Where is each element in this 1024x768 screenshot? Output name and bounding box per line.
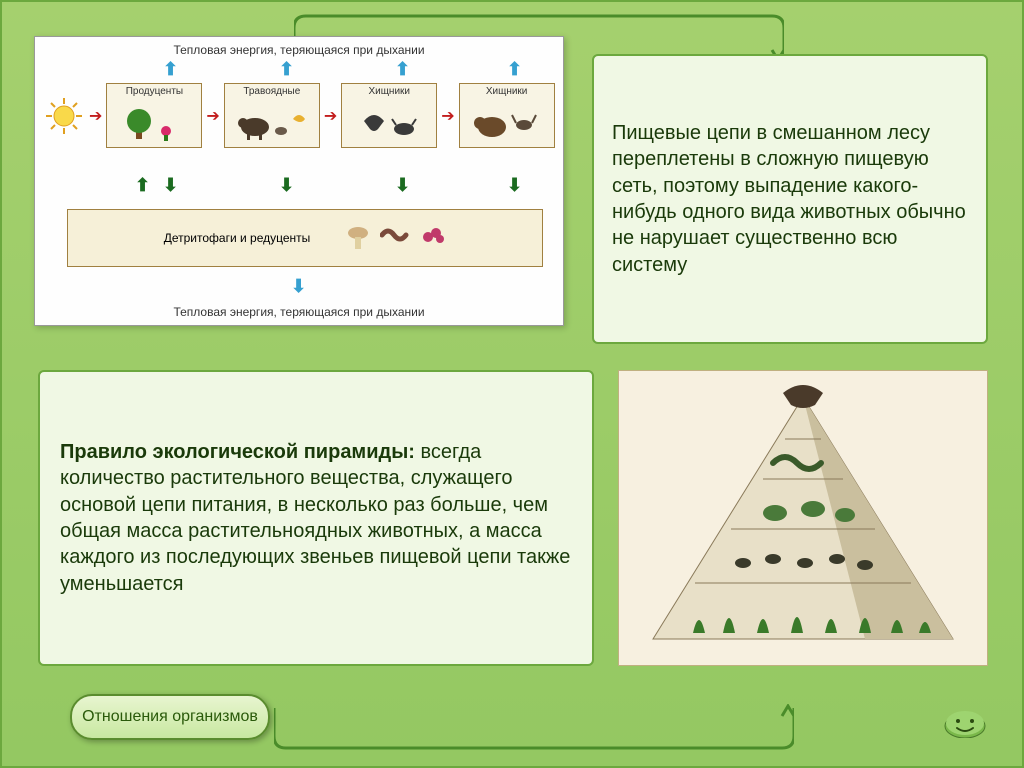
producers-node: Продуценты	[106, 83, 202, 148]
food-chain-diagram: Тепловая энергия, теряющаяся при дыхании…	[34, 36, 564, 326]
predators1-node: Хищники	[341, 83, 437, 148]
decomposer-arrow-icon: ⬇	[507, 175, 522, 196]
flow-arrow-icon: ➔	[324, 106, 337, 126]
pyramid-illustration	[633, 383, 973, 653]
connector-bottom	[274, 704, 794, 752]
flow-arrow-icon: ➔	[89, 106, 102, 126]
decomposer-arrow-icon: ⬇	[279, 175, 294, 196]
decomposer-arrow-icon: ⬇	[395, 175, 410, 196]
decomposer-arrow-icon: ⬇	[163, 175, 178, 196]
slide-page: Тепловая энергия, теряющаяся при дыхании…	[0, 0, 1024, 768]
node-label: Продуценты	[109, 86, 199, 97]
sun-icon	[43, 95, 85, 137]
pyramid-rule-text: Правило экологической пирамиды: всегда к…	[60, 439, 572, 597]
predators-icon	[344, 99, 434, 143]
ecological-pyramid-panel	[618, 370, 988, 666]
node-label: Травоядные	[227, 86, 317, 97]
decomposers-icons	[346, 225, 446, 251]
pyramid-rule-text-panel: Правило экологической пирамиды: всегда к…	[38, 370, 594, 666]
trophic-chain-row: ➔ Продуценты ➔ Травоядные	[43, 83, 555, 148]
heat-arrow-icon: ⬆	[279, 59, 294, 80]
heat-arrow-icon: ⬆	[291, 274, 306, 295]
flow-arrow-icon: ➔	[441, 106, 454, 126]
food-web-text: Пищевые цепи в смешанном лесу переплетен…	[612, 120, 968, 278]
top-predators-icon	[462, 99, 552, 143]
flow-arrow-icon: ➔	[206, 106, 219, 126]
herbivores-node: Травоядные	[224, 83, 320, 148]
food-web-text-panel: Пищевые цепи в смешанном лесу переплетен…	[592, 54, 988, 344]
heat-arrow-icon: ⬆	[163, 59, 178, 80]
predators2-node: Хищники	[459, 83, 555, 148]
organism-relations-button[interactable]: Отношения организмов	[70, 694, 270, 740]
producers-icon	[109, 99, 199, 143]
heat-loss-label-top: Тепловая энергия, теряющаяся при дыхании	[35, 43, 563, 57]
decomposers-box: Детритофаги и редуценты	[67, 209, 543, 267]
nav-button-label: Отношения организмов	[82, 708, 258, 726]
smiley-icon[interactable]	[944, 708, 986, 738]
heat-arrow-icon: ⬆	[507, 59, 522, 80]
node-label: Хищники	[462, 86, 552, 97]
heat-arrow-icon: ⬆	[395, 59, 410, 80]
heat-loss-label-bottom: Тепловая энергия, теряющаяся при дыхании	[35, 305, 563, 319]
decomposers-label: Детритофаги и редуценты	[164, 231, 311, 245]
recycle-arrow-icon: ⬆	[135, 175, 150, 196]
node-label: Хищники	[344, 86, 434, 97]
herbivores-icon	[227, 99, 317, 143]
